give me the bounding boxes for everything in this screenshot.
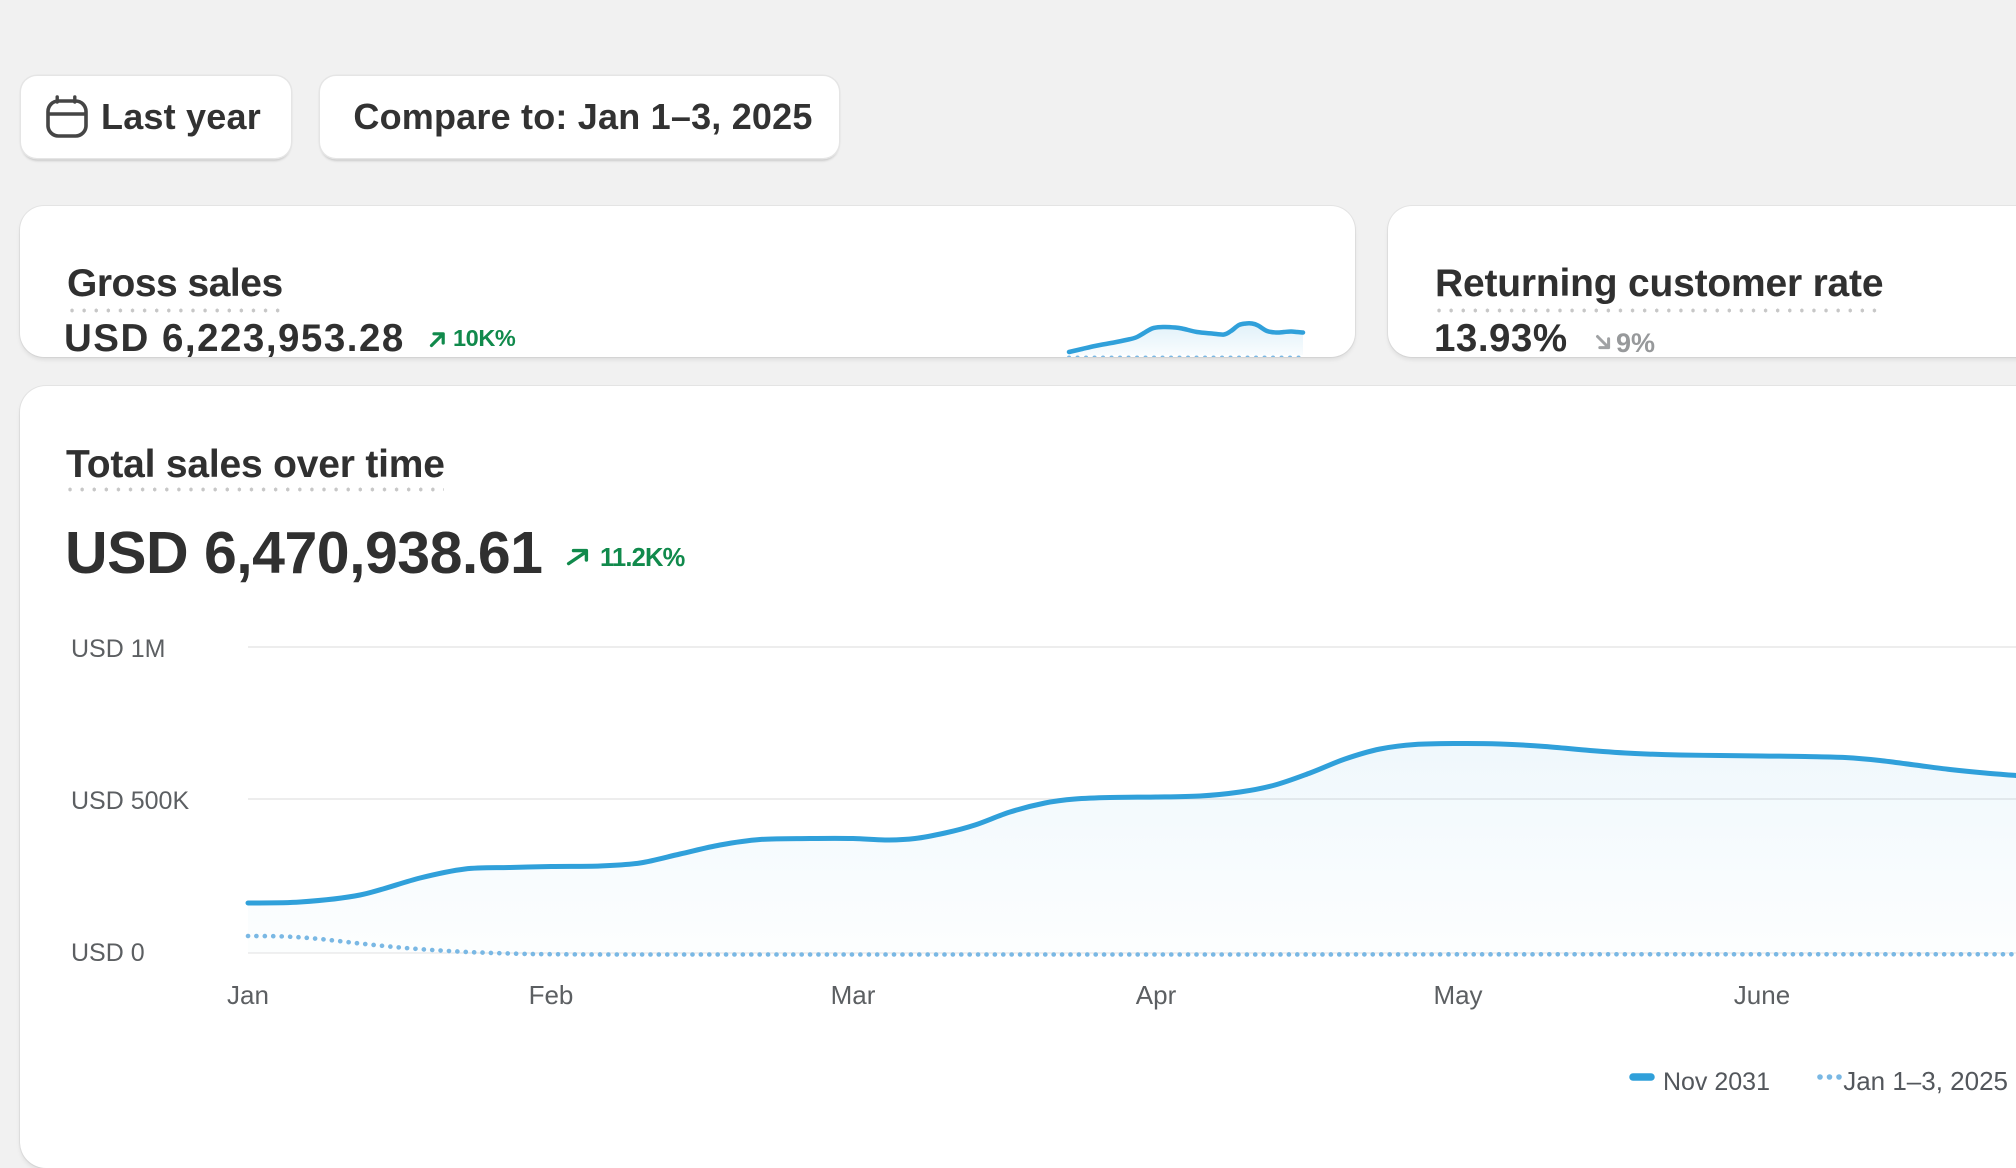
svg-text:Apr: Apr	[1136, 980, 1177, 1010]
svg-text:June: June	[1734, 980, 1790, 1010]
svg-text:Jan 1–3, 2025: Jan 1–3, 2025	[1843, 1066, 2008, 1096]
svg-text:USD 0: USD 0	[71, 939, 145, 967]
svg-text:Mar: Mar	[831, 980, 876, 1010]
svg-text:Jan: Jan	[227, 980, 269, 1010]
svg-text:May: May	[1433, 980, 1482, 1010]
svg-text:Feb: Feb	[529, 980, 574, 1010]
svg-text:USD 1M: USD 1M	[71, 635, 165, 663]
svg-text:USD 500K: USD 500K	[71, 787, 189, 815]
svg-text:Nov 2031: Nov 2031	[1663, 1068, 1770, 1096]
